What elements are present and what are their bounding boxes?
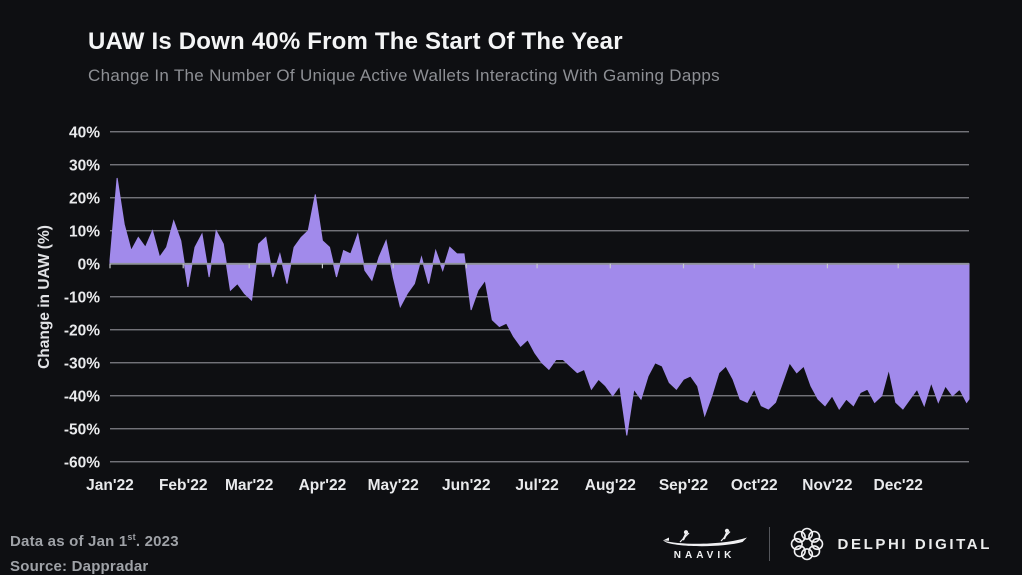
x-tick-label: Jun'22 [442,477,490,494]
x-tick-label: Jul'22 [515,477,558,494]
area-series [109,177,970,436]
rosette-circle [790,537,803,551]
naavik-wordmark: NAAVIK [673,549,736,561]
y-tick-label: 20% [69,190,100,207]
naavik-canoe-icon [662,528,747,546]
source-note: Source: Dappradar [10,557,149,575]
x-tick-label: Nov'22 [802,477,852,494]
rosette-circle [793,545,806,558]
y-tick-label: 40% [69,124,100,141]
data-as-of-note: Data as of Jan 1st. 2023 [10,532,179,550]
rosette-circle [800,527,813,540]
y-tick-label: -10% [64,289,100,306]
rosette-circle [807,545,820,558]
rosette-circle [807,530,820,543]
y-tick-label: -50% [64,421,100,438]
delphi-wordmark: DELPHI DIGITAL [837,535,992,553]
y-tick-label: 30% [69,157,100,174]
chart-title: UAW Is Down 40% From The Start Of The Ye… [88,28,623,55]
x-tick-label: Dec'22 [874,477,923,494]
brand-logos: NAAVIK DELPHI DIGITAL [659,522,992,566]
y-tick-label: -20% [64,322,100,339]
x-tick-label: Jan'22 [86,477,134,494]
x-tick-label: Apr'22 [299,477,347,494]
y-tick-label: -30% [64,355,100,372]
y-tick-label: -60% [64,454,100,471]
x-tick-label: Mar'22 [225,477,274,494]
chart-subtitle: Change In The Number Of Unique Active Wa… [88,66,720,85]
x-tick-label: Oct'22 [731,477,778,494]
ordinal-suffix: st [127,532,136,542]
delphi-digital-logo: DELPHI DIGITAL [788,525,992,563]
rosette-circle [810,537,823,551]
x-tick-label: Aug'22 [585,477,636,494]
footer-notes: Data as of Jan 1st. 2023 Source: Dapprad… [10,530,179,575]
x-tick-label: May'22 [368,477,419,494]
delphi-rosette-icon [790,527,823,561]
rosette-circle [800,548,813,561]
x-tick-label: Sep'22 [659,477,708,494]
rosette-circle [793,530,806,543]
y-tick-label: -40% [64,388,100,405]
x-tick-label: Feb'22 [159,477,207,494]
y-tick-label: 0% [78,256,101,273]
logo-divider [768,527,770,561]
y-tick-label: 10% [69,223,100,240]
naavik-logo: NAAVIK [659,528,751,561]
